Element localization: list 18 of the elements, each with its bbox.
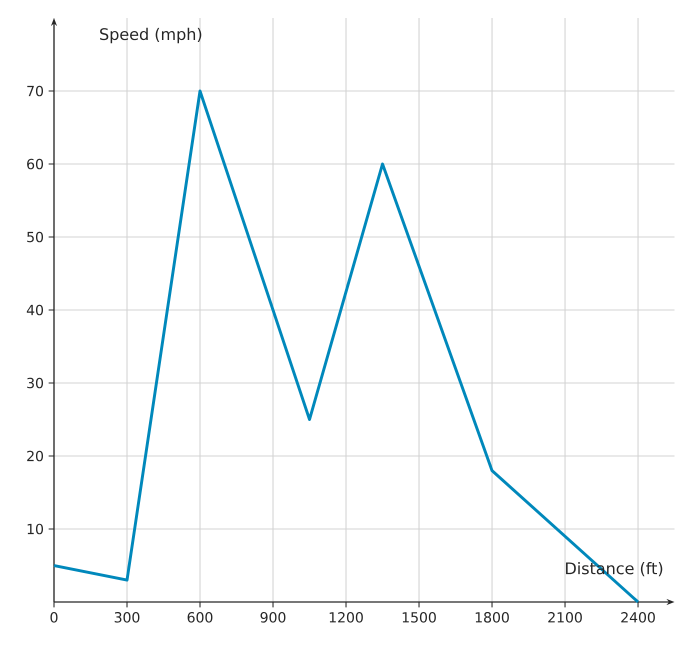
x-tick-label: 2100	[548, 612, 582, 623]
x-tick-label: 300	[114, 612, 140, 623]
y-axis-title: Speed (mph)	[100, 28, 202, 44]
y-tick-label: 50	[27, 232, 44, 242]
y-tick-label: 70	[27, 86, 44, 96]
x-tick-label: 1800	[476, 612, 509, 623]
y-tick-label: 60	[27, 158, 44, 170]
x-tick-label: 600	[188, 612, 212, 623]
line-series	[52, 90, 640, 604]
y-tick-label: 10	[28, 524, 44, 534]
x-tick-label: 0	[50, 612, 58, 623]
x-tick-label: 1500	[402, 612, 436, 623]
x-tick-label: 900	[260, 612, 286, 623]
y-tick-label: 40	[26, 304, 44, 316]
x-tick-label: 1200	[330, 612, 363, 623]
y-tick-label: 20	[27, 450, 44, 462]
y-tick-label: 30	[27, 378, 44, 388]
x-tick-label: 2400	[621, 612, 655, 623]
